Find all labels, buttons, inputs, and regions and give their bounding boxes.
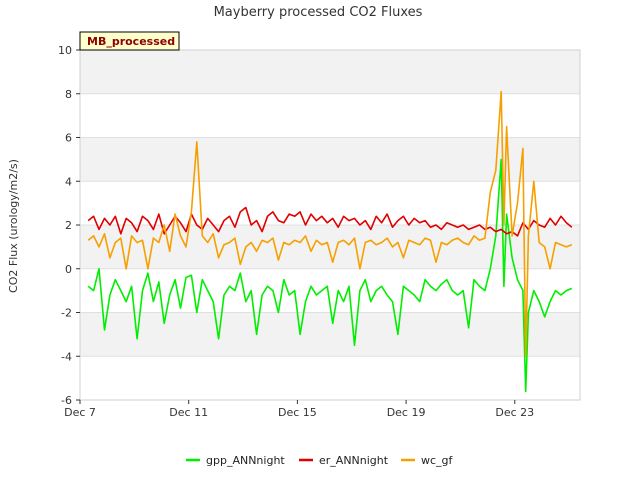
- series-line-er_ANNnight: [87, 206, 573, 237]
- processed-tag-label: MB_processed: [87, 35, 175, 48]
- grid-band: [80, 50, 580, 94]
- x-tick-label: Dec 19: [387, 406, 426, 419]
- y-tick-label: 0: [65, 263, 72, 276]
- legend-label: gpp_ANNnight: [206, 454, 285, 467]
- y-tick-label: 2: [65, 219, 72, 232]
- legend-label: wc_gf: [421, 454, 454, 467]
- x-tick-label: Dec 23: [495, 406, 534, 419]
- y-tick-label: 8: [65, 88, 72, 101]
- series-layer: [87, 90, 573, 393]
- grid-band: [80, 93, 580, 138]
- grid-band: [80, 312, 580, 357]
- chart-title: Mayberry processed CO2 Fluxes: [214, 5, 423, 20]
- x-tick-label: Dec 15: [278, 406, 317, 419]
- x-tick-label: Dec 11: [169, 406, 208, 419]
- grid-band: [80, 356, 580, 400]
- y-tick-label: -4: [61, 350, 72, 363]
- y-axis: -6 -4 -2 0 2 4 6 8 10: [58, 44, 80, 407]
- processed-tag-box: [79, 31, 180, 51]
- y-tick-label: 6: [65, 132, 72, 145]
- y-axis-label: CO2 Flux (urology/m2/s): [7, 159, 20, 293]
- y-tick-label: -2: [61, 307, 72, 320]
- y-tick-label: -6: [61, 394, 72, 407]
- y-tick-label: 4: [65, 175, 72, 188]
- series-line-gpp_ANNnight: [87, 158, 573, 393]
- series-line-wc_gf: [87, 90, 573, 358]
- legend: gpp_ANNnight er_ANNnight wc_gf: [186, 454, 454, 467]
- y-tick-label: 10: [58, 44, 72, 57]
- legend-label: er_ANNnight: [319, 454, 389, 467]
- x-axis: Dec 7 Dec 11 Dec 15 Dec 19 Dec 23: [64, 400, 534, 419]
- x-tick-label: Dec 7: [64, 406, 96, 419]
- processed-tag: MB_processed: [79, 31, 180, 51]
